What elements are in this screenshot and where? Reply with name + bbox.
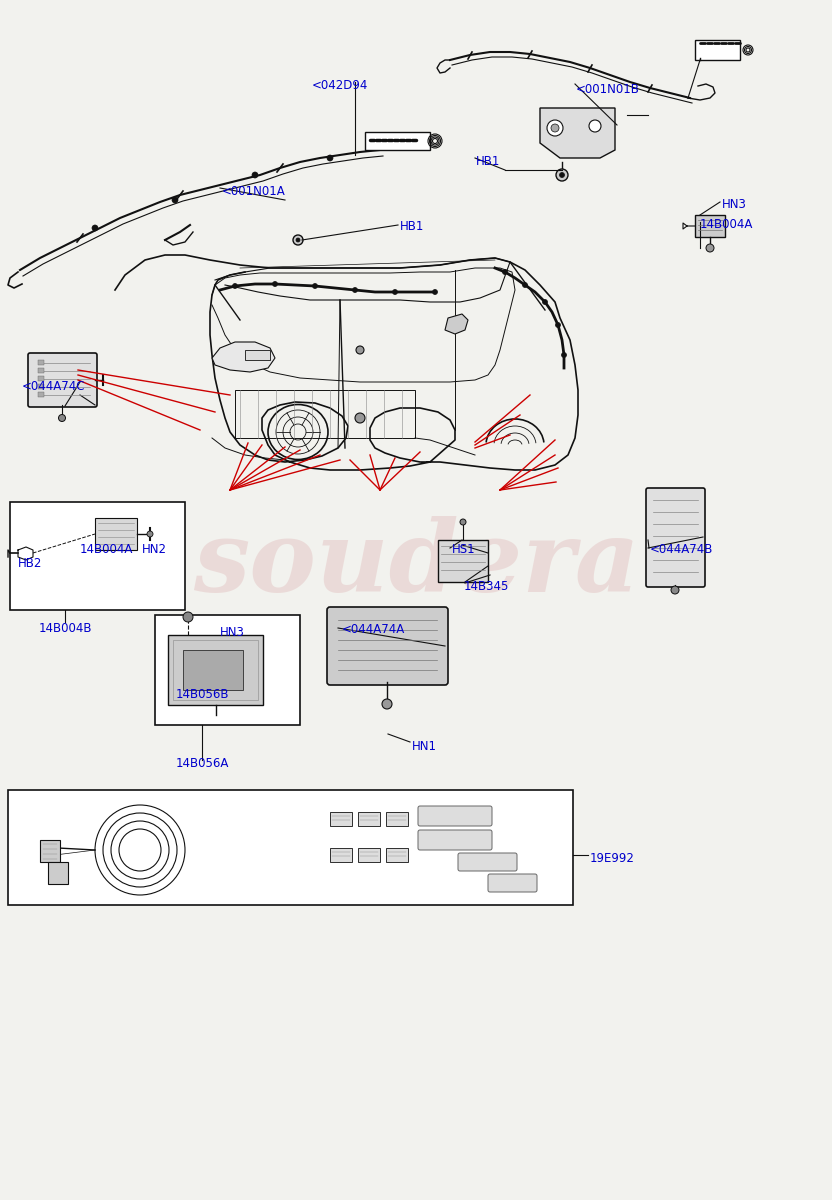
Circle shape <box>706 244 714 252</box>
Text: <044A74C: <044A74C <box>22 380 86 392</box>
Bar <box>245 350 270 360</box>
Text: HB1: HB1 <box>400 220 424 233</box>
Bar <box>38 368 44 373</box>
Bar <box>358 848 380 862</box>
Bar <box>358 812 380 826</box>
Circle shape <box>393 289 398 294</box>
FancyBboxPatch shape <box>327 607 448 685</box>
Polygon shape <box>540 108 615 158</box>
Circle shape <box>522 282 527 288</box>
Text: HS1: HS1 <box>452 542 476 556</box>
Circle shape <box>433 289 438 294</box>
Circle shape <box>503 270 508 275</box>
Circle shape <box>460 518 466 526</box>
Bar <box>183 650 243 690</box>
Bar <box>48 862 68 884</box>
Bar <box>38 384 44 389</box>
Text: <042D94: <042D94 <box>312 79 369 92</box>
Text: <044A74B: <044A74B <box>650 542 713 556</box>
FancyBboxPatch shape <box>28 353 97 407</box>
Bar <box>695 40 740 60</box>
Text: 14B345: 14B345 <box>464 580 509 593</box>
FancyBboxPatch shape <box>418 830 492 850</box>
FancyBboxPatch shape <box>488 874 537 892</box>
Circle shape <box>671 586 679 594</box>
Bar <box>386 848 408 862</box>
Circle shape <box>589 120 601 132</box>
Circle shape <box>183 612 193 622</box>
Circle shape <box>542 300 547 305</box>
Circle shape <box>562 353 567 358</box>
Bar <box>95 518 137 550</box>
Circle shape <box>356 346 364 354</box>
FancyBboxPatch shape <box>418 806 492 826</box>
Circle shape <box>547 120 563 136</box>
Bar <box>695 215 725 236</box>
Circle shape <box>172 197 178 203</box>
Bar <box>438 540 488 582</box>
Bar <box>155 614 300 725</box>
Circle shape <box>559 173 564 178</box>
Text: <001N01A: <001N01A <box>222 185 285 198</box>
Text: HN3: HN3 <box>220 626 245 638</box>
Bar <box>330 812 352 826</box>
Circle shape <box>296 238 300 242</box>
Bar <box>38 360 44 365</box>
FancyBboxPatch shape <box>646 488 705 587</box>
Circle shape <box>355 413 365 422</box>
Circle shape <box>551 124 559 132</box>
Bar <box>648 490 703 584</box>
Polygon shape <box>445 314 468 334</box>
Bar <box>173 640 258 700</box>
Polygon shape <box>212 342 275 372</box>
Circle shape <box>382 698 392 709</box>
Bar <box>10 502 185 610</box>
Bar <box>386 812 408 826</box>
Circle shape <box>556 323 561 328</box>
Text: 14B004A: 14B004A <box>700 218 753 230</box>
Text: HN1: HN1 <box>412 740 437 754</box>
Bar <box>38 376 44 382</box>
Bar <box>38 392 44 397</box>
Circle shape <box>92 226 98 230</box>
Text: <001N01B: <001N01B <box>576 83 640 96</box>
Circle shape <box>58 414 66 421</box>
Circle shape <box>273 282 278 287</box>
Circle shape <box>252 172 258 178</box>
Text: HN2: HN2 <box>142 542 167 556</box>
Text: <044A74A: <044A74A <box>342 623 405 636</box>
Circle shape <box>353 288 358 293</box>
Circle shape <box>327 155 333 161</box>
Circle shape <box>293 235 303 245</box>
Text: HB2: HB2 <box>18 557 42 570</box>
Circle shape <box>232 283 237 288</box>
Text: 14B056B: 14B056B <box>176 688 229 701</box>
Circle shape <box>147 530 153 538</box>
Text: soudera: soudera <box>193 516 639 612</box>
Circle shape <box>313 283 318 288</box>
Bar <box>40 840 60 862</box>
Bar <box>235 390 415 438</box>
Text: 14B004A: 14B004A <box>80 542 133 556</box>
Bar <box>330 848 352 862</box>
Text: HN3: HN3 <box>722 198 747 211</box>
Bar <box>365 132 430 150</box>
Circle shape <box>556 169 568 181</box>
Text: HB1: HB1 <box>476 155 500 168</box>
FancyBboxPatch shape <box>458 853 517 871</box>
Text: 19E992: 19E992 <box>590 852 635 865</box>
Text: 14B056A: 14B056A <box>176 757 229 770</box>
Text: 14B004B: 14B004B <box>38 622 92 635</box>
Bar <box>8 790 573 905</box>
Bar <box>168 635 263 704</box>
